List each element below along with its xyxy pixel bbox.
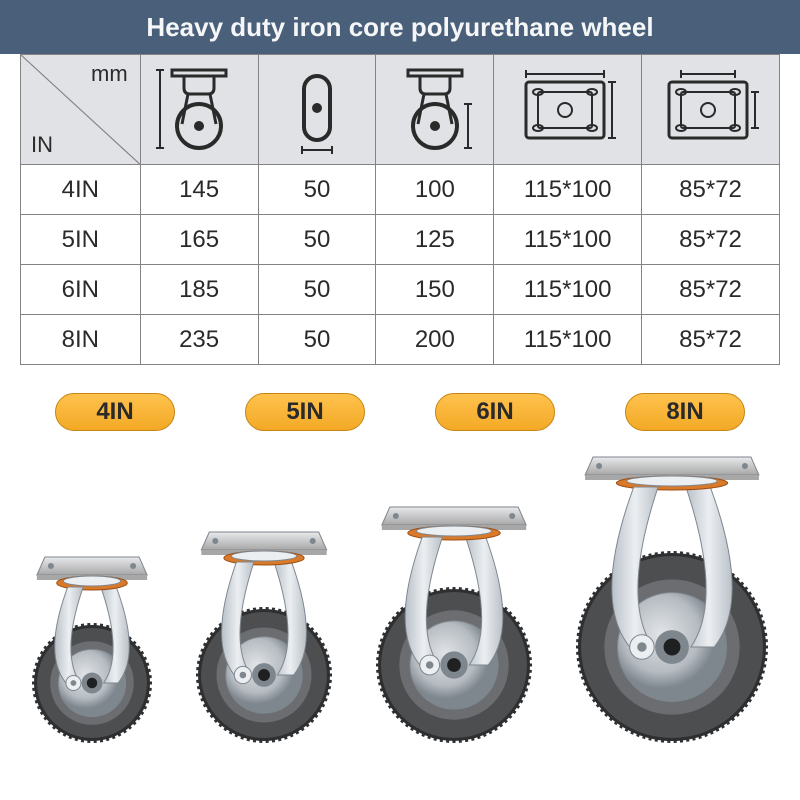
- page-title-text: Heavy duty iron core polyurethane wheel: [146, 12, 653, 43]
- table-row: 5IN16550125115*10085*72: [21, 215, 780, 265]
- header-icon-plate-outer: [494, 55, 642, 165]
- cell-plate: 115*100: [494, 215, 642, 265]
- cell-size: 8IN: [21, 315, 141, 365]
- cell-diameter: 150: [376, 265, 494, 315]
- unit-in-label: IN: [31, 132, 53, 158]
- cell-plate: 115*100: [494, 315, 642, 365]
- cell-size: 4IN: [21, 165, 141, 215]
- size-badge-label: 4IN: [96, 398, 133, 426]
- size-badge: 4IN: [55, 393, 175, 431]
- caster-photo-5IN: [186, 530, 342, 745]
- header-icon-wheel-width-top: [258, 55, 376, 165]
- spec-table: mm IN: [20, 54, 780, 365]
- cell-height: 145: [140, 165, 258, 215]
- size-badge: 8IN: [625, 393, 745, 431]
- cell-diameter: 125: [376, 215, 494, 265]
- cell-diameter: 200: [376, 315, 494, 365]
- cell-bolt: 85*72: [642, 315, 780, 365]
- size-badge-label: 6IN: [476, 398, 513, 426]
- header-icon-plate-bolt: [642, 55, 780, 165]
- table-row: 4IN14550100115*10085*72: [21, 165, 780, 215]
- table-row: 8IN23550200115*10085*72: [21, 315, 780, 365]
- cell-width: 50: [258, 215, 376, 265]
- cell-height: 185: [140, 265, 258, 315]
- table-row: 6IN18550150115*10085*72: [21, 265, 780, 315]
- cell-bolt: 85*72: [642, 215, 780, 265]
- caster-photo-4IN: [22, 555, 162, 745]
- cell-plate: 115*100: [494, 265, 642, 315]
- wheel-photo-row: [10, 445, 790, 745]
- unit-mm-label: mm: [91, 61, 128, 87]
- cell-width: 50: [258, 165, 376, 215]
- caster-photo-8IN: [566, 455, 778, 745]
- header-icon-caster-side-diameter: [376, 55, 494, 165]
- cell-plate: 115*100: [494, 165, 642, 215]
- cell-bolt: 85*72: [642, 265, 780, 315]
- cell-width: 50: [258, 315, 376, 365]
- cell-height: 235: [140, 315, 258, 365]
- unit-header-cell: mm IN: [21, 55, 141, 165]
- size-badge-label: 8IN: [666, 398, 703, 426]
- page-title: Heavy duty iron core polyurethane wheel: [0, 0, 800, 54]
- size-badge: 6IN: [435, 393, 555, 431]
- size-badge: 5IN: [245, 393, 365, 431]
- size-badge-row: 4IN 5IN 6IN 8IN: [20, 393, 780, 431]
- table-header-row: mm IN: [21, 55, 780, 165]
- header-icon-caster-side-height: [140, 55, 258, 165]
- cell-width: 50: [258, 265, 376, 315]
- caster-photo-6IN: [366, 505, 542, 745]
- cell-height: 165: [140, 215, 258, 265]
- cell-diameter: 100: [376, 165, 494, 215]
- cell-size: 5IN: [21, 215, 141, 265]
- size-badge-label: 5IN: [286, 398, 323, 426]
- cell-bolt: 85*72: [642, 165, 780, 215]
- cell-size: 6IN: [21, 265, 141, 315]
